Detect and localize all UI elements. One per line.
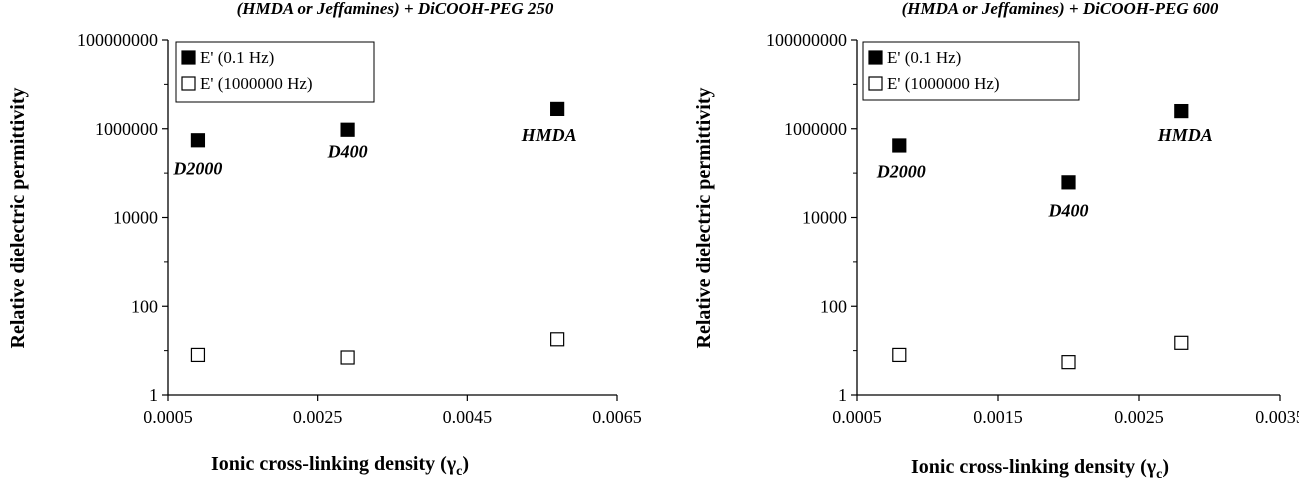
chart-1-series-2-point	[550, 332, 565, 347]
chart-2-series-2-point	[1174, 335, 1189, 350]
chart-2-x-axis-title: Ionic cross-linking density (γc)	[911, 456, 1169, 482]
chart-1-y-tick-label: 1000000	[95, 119, 158, 139]
chart-1-y-axis-title: Relative dielectric permittivity	[7, 88, 29, 349]
chart-2-annotation: D400	[1048, 200, 1089, 220]
chart-2-x-tick-label: 0.0025	[1114, 407, 1164, 427]
chart-2-series-2-point	[1061, 355, 1076, 370]
chart-1-x-tick-label: 0.0025	[293, 407, 343, 427]
chart-1-x-tick-label: 0.0005	[143, 407, 193, 427]
chart-2-title: (HMDA or Jeffamines) + DiCOOH-PEG 600	[902, 0, 1219, 18]
chart-1-legend-label: E' (1000000 Hz)	[200, 74, 313, 93]
chart-2-y-tick-label: 1	[838, 385, 847, 405]
chart-1-legend-marker	[181, 50, 196, 65]
chart-1-y-tick-label: 100000000	[77, 30, 158, 50]
chart-2-legend-label: E' (1000000 Hz)	[887, 74, 1000, 93]
chart-2-series-1-point	[892, 138, 907, 153]
chart-2: (HMDA or Jeffamines) + DiCOOH-PEG 600 1 10…	[693, 0, 1299, 482]
chart-2-series-1-point	[1061, 175, 1076, 190]
chart-1-title: (HMDA or Jeffamines) + DiCOOH-PEG 250	[237, 0, 554, 18]
chart-1-legend: E' (0.1 Hz) E' (1000000 Hz)	[175, 41, 375, 103]
chart-2-x-tick-label: 0.0035	[1255, 407, 1299, 427]
chart-2-y-axis-title: Relative dielectric permittivity	[693, 88, 715, 349]
chart-1-legend-marker	[181, 76, 196, 91]
chart-1-series-1-point	[190, 133, 206, 148]
chart-1-x-axis-title: Ionic cross-linking density (γc)	[211, 453, 469, 479]
chart-2-series-2-point	[892, 347, 907, 363]
chart-1-annotation: D400	[327, 142, 368, 162]
chart-1-x-tick-label: 0.0065	[592, 407, 642, 427]
chart-1-x-tick-label: 0.0045	[443, 407, 493, 427]
chart-2-y-tick-label: 100000000	[766, 30, 847, 50]
chart-2-legend-marker	[868, 76, 883, 91]
chart-1-series-1-point	[340, 122, 355, 137]
chart-1-annotation: HMDA	[521, 125, 577, 145]
chart-1-y-tick-label: 100	[131, 296, 158, 316]
chart-1: (HMDA or Jeffamines) + DiCOOH-PEG 250 1 10…	[7, 0, 642, 479]
chart-1-series-2-point	[340, 350, 355, 365]
chart-1-legend-box	[175, 41, 375, 103]
chart-1-y-tick-label: 10000	[113, 208, 158, 228]
chart-2-annotation: HMDA	[1157, 125, 1213, 145]
chart-2-x-tick-label: 0.0015	[973, 407, 1023, 427]
chart-1-series-2-point	[190, 347, 206, 363]
chart-2-y-tick-label: 10000	[802, 208, 847, 228]
chart-1-legend-label: E' (0.1 Hz)	[200, 48, 274, 67]
chart-2-x-tick-label: 0.0005	[832, 407, 882, 427]
chart-2-legend-marker	[868, 50, 883, 65]
chart-1-annotation: D2000	[172, 158, 222, 178]
chart-2-legend-label: E' (0.1 Hz)	[887, 48, 961, 67]
chart-1-y-tick-label: 1	[149, 385, 158, 405]
chart-2-legend-box	[862, 41, 1080, 101]
chart-2-legend: E' (0.1 Hz) E' (1000000 Hz)	[862, 41, 1080, 101]
chart-2-annotation: D2000	[876, 161, 926, 181]
chart-2-y-tick-label: 100	[820, 296, 847, 316]
chart-2-series-1-point	[1174, 103, 1189, 119]
chart-2-y-tick-label: 1000000	[784, 119, 847, 139]
chart-1-series-1-point	[550, 101, 565, 117]
